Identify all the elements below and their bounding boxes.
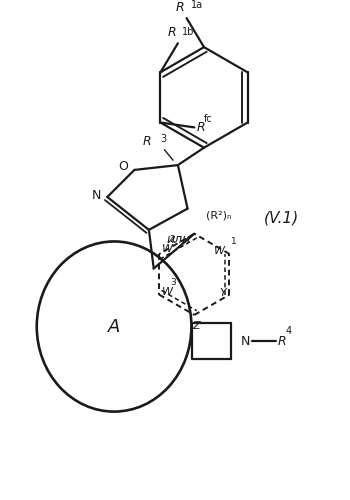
Text: N: N: [92, 188, 101, 202]
Text: R: R: [167, 26, 176, 40]
Text: 1a: 1a: [190, 0, 203, 10]
Text: 3: 3: [161, 134, 167, 144]
Text: R: R: [142, 134, 151, 147]
Text: или: или: [166, 233, 190, 246]
Text: 3: 3: [170, 278, 176, 287]
Text: 1b: 1b: [182, 26, 194, 36]
Text: A: A: [108, 318, 120, 336]
Text: W: W: [162, 244, 173, 254]
Text: 2: 2: [170, 236, 175, 244]
Text: Z: Z: [193, 320, 200, 330]
Text: (R²)ₙ: (R²)ₙ: [206, 210, 231, 220]
Text: O: O: [119, 160, 128, 172]
Text: R: R: [176, 2, 185, 15]
Text: (V.1): (V.1): [264, 211, 299, 226]
Text: R: R: [278, 334, 286, 347]
Text: 4: 4: [285, 326, 291, 336]
Text: R: R: [196, 121, 205, 134]
Text: W: W: [162, 286, 173, 296]
Text: 1: 1: [231, 238, 237, 246]
Text: N: N: [241, 334, 250, 347]
Text: Y: Y: [219, 288, 226, 298]
Text: W: W: [214, 246, 225, 256]
Text: fc: fc: [204, 114, 213, 124]
